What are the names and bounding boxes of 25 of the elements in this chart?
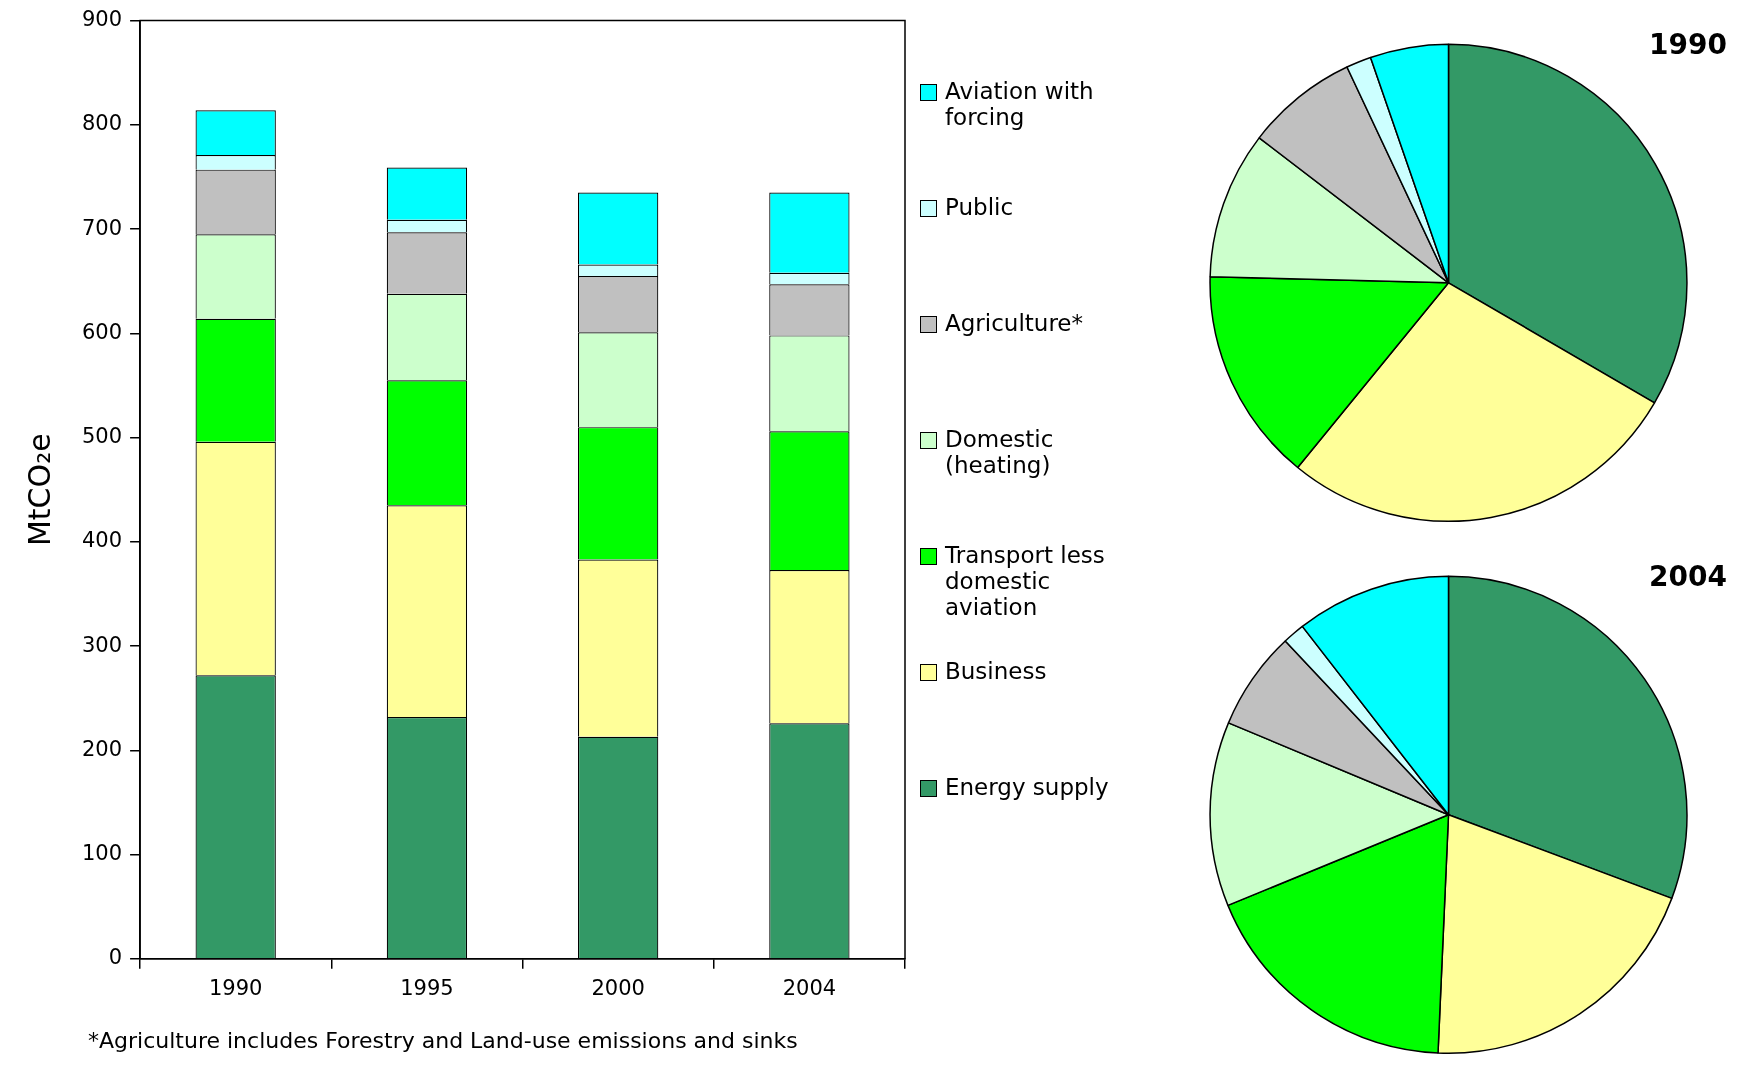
y-tick-label: 400 [81, 528, 123, 553]
x-tick-label: 1995 [400, 975, 454, 1000]
y-tick-label: 500 [81, 424, 123, 449]
legend-label: Transport less domestic aviation [945, 542, 1106, 620]
y-tick-label: 700 [81, 215, 123, 240]
x-tick-label: 1990 [208, 975, 263, 1000]
legend-label: Business [945, 658, 1047, 684]
y-tick-label: 900 [81, 7, 123, 32]
chart-title: 1990 [1649, 28, 1727, 62]
y-tick-label: 200 [81, 736, 123, 761]
legend-label: Agriculture* [945, 310, 1083, 336]
y-tick-label: 600 [81, 319, 123, 344]
x-tick-label: 2004 [782, 975, 837, 1000]
y-axis-title: MtCO₂e [21, 433, 57, 547]
y-tick-label: 0 [108, 945, 123, 970]
x-tick-label: 2000 [591, 975, 645, 1000]
legend-label: Domestic (heating) [945, 426, 1055, 478]
y-tick-label: 800 [81, 111, 123, 136]
y-tick-label: 300 [81, 632, 123, 657]
legend-label: Public [945, 194, 1014, 220]
y-tick-label: 100 [81, 841, 123, 866]
text: *Agriculture includes Forestry and Land-use emissions and sinks [88, 1028, 798, 1053]
legend-label: Energy supply [945, 774, 1109, 800]
legend-label: Aviation with forcing [945, 78, 1095, 130]
chart-title: 2004 [1649, 560, 1727, 594]
